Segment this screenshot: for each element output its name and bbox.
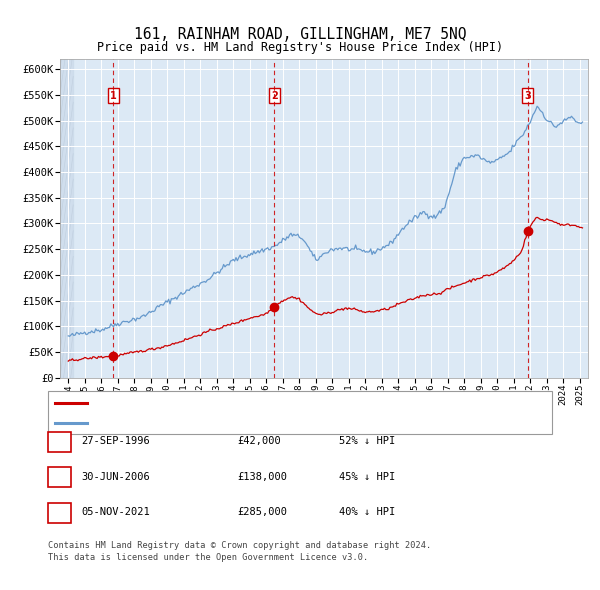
Text: 30-JUN-2006: 30-JUN-2006 — [81, 472, 150, 481]
Text: 161, RAINHAM ROAD, GILLINGHAM, ME7 5NQ: 161, RAINHAM ROAD, GILLINGHAM, ME7 5NQ — [134, 27, 466, 41]
Text: This data is licensed under the Open Government Licence v3.0.: This data is licensed under the Open Gov… — [48, 553, 368, 562]
Text: 40% ↓ HPI: 40% ↓ HPI — [339, 507, 395, 517]
Text: 27-SEP-1996: 27-SEP-1996 — [81, 437, 150, 446]
Text: 2: 2 — [271, 91, 278, 101]
Text: £285,000: £285,000 — [237, 507, 287, 517]
Text: Contains HM Land Registry data © Crown copyright and database right 2024.: Contains HM Land Registry data © Crown c… — [48, 541, 431, 550]
Text: HPI: Average price, detached house, Medway: HPI: Average price, detached house, Medw… — [93, 418, 345, 428]
Text: £138,000: £138,000 — [237, 472, 287, 481]
Text: 161, RAINHAM ROAD, GILLINGHAM, ME7 5NQ (detached house): 161, RAINHAM ROAD, GILLINGHAM, ME7 5NQ (… — [93, 398, 423, 408]
Text: 3: 3 — [524, 91, 531, 101]
Text: 1: 1 — [56, 437, 62, 446]
Text: 3: 3 — [56, 507, 62, 517]
Bar — [60, 59, 73, 378]
Text: £42,000: £42,000 — [237, 437, 281, 446]
Text: Price paid vs. HM Land Registry's House Price Index (HPI): Price paid vs. HM Land Registry's House … — [97, 41, 503, 54]
Text: 05-NOV-2021: 05-NOV-2021 — [81, 507, 150, 517]
Text: 1: 1 — [110, 91, 117, 101]
Text: 45% ↓ HPI: 45% ↓ HPI — [339, 472, 395, 481]
Text: 52% ↓ HPI: 52% ↓ HPI — [339, 437, 395, 446]
Text: 2: 2 — [56, 472, 62, 481]
